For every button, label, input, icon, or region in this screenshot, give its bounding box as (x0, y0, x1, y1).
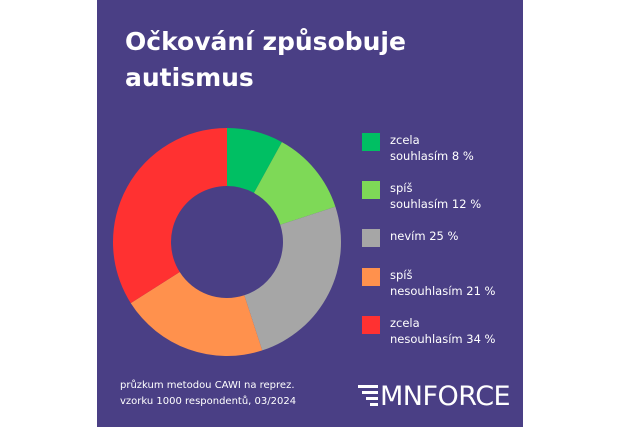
legend-swatch (362, 268, 380, 286)
value-label: 25 % (429, 229, 459, 243)
legend-entry: nevím 25 % (362, 228, 458, 247)
value-label: 21 % (466, 284, 496, 298)
legend-label: zcela nesouhlasím (390, 316, 463, 346)
legend-label: nevím (390, 229, 426, 243)
legend-entry: spíš souhlasím 12 % (362, 180, 481, 212)
legend-swatch (362, 181, 380, 199)
legend-text: zcela nesouhlasím 34 % (390, 315, 495, 347)
legend-entry: zcela souhlasím 8 % (362, 132, 474, 164)
footnote: průzkum metodou CAWI na reprez. vzorku 1… (120, 380, 297, 407)
donut-slice (112, 128, 227, 304)
legend-entry: spíš nesouhlasím 21 % (362, 267, 495, 299)
legend-label: zcela souhlasím (390, 133, 449, 163)
legend-swatch (362, 316, 380, 334)
donut-slice (244, 206, 341, 351)
legend-entry: zcela nesouhlasím 34 % (362, 315, 495, 347)
value-label: 34 % (466, 332, 496, 346)
donut-slice (227, 128, 282, 193)
value-label: 8 % (451, 149, 474, 163)
chart-title: Očkování způsobuje autismus (125, 27, 406, 92)
donut-slice (130, 272, 263, 356)
legend-text: spíš souhlasím 12 % (390, 180, 481, 212)
legend-label: spíš nesouhlasím (390, 268, 463, 298)
legend-text: zcela souhlasím 8 % (390, 132, 474, 164)
donut-slice (253, 142, 336, 225)
legend-swatch (362, 229, 380, 247)
logo: MNFORCE (380, 381, 511, 412)
legend-label: spíš souhlasím (390, 181, 449, 211)
value-label: 12 % (451, 197, 482, 211)
legend-swatch (362, 133, 380, 151)
legend-text: spíš nesouhlasím 21 % (390, 267, 495, 299)
logo-icon (358, 385, 378, 406)
legend-text: nevím 25 % (390, 228, 458, 244)
